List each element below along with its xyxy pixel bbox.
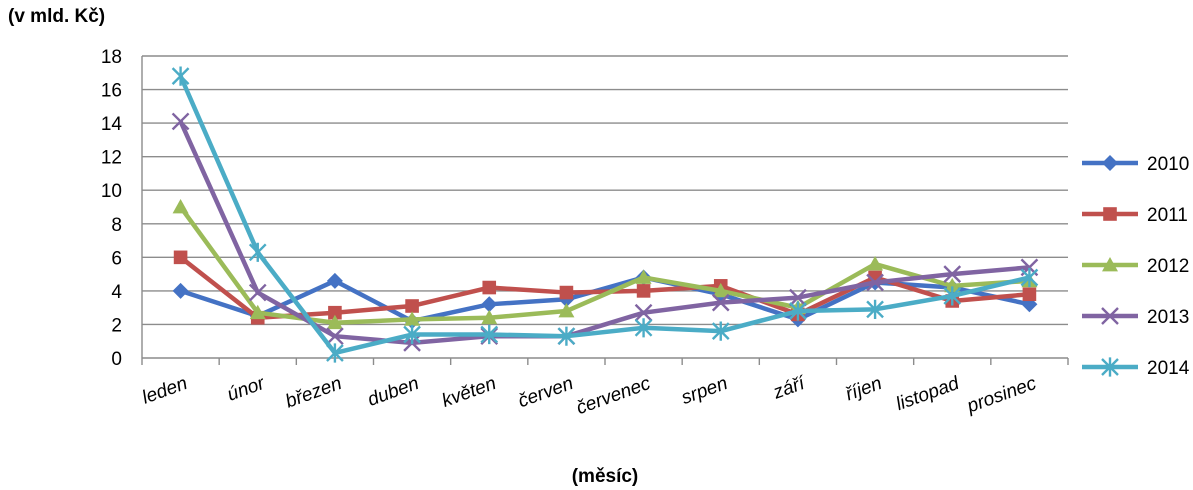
legend-label: 2010	[1147, 154, 1189, 175]
data-point-square	[1022, 287, 1037, 302]
x-tick-label: říjen	[843, 373, 885, 405]
x-tick-label: prosinec	[964, 373, 1040, 418]
data-point-x	[789, 288, 807, 307]
series-line	[178, 205, 1030, 326]
legend-label: 2013	[1147, 307, 1189, 328]
y-tick-label: 4	[111, 282, 122, 303]
data-point-x	[171, 112, 190, 131]
data-point-star	[866, 299, 884, 319]
data-point-square	[636, 284, 651, 298]
legend-label: 2014	[1147, 358, 1190, 379]
series-line	[178, 75, 1030, 356]
y-tick-label: 8	[111, 215, 122, 236]
x-tick-label: únor	[225, 373, 269, 406]
x-axis-title: (měsíc)	[572, 466, 639, 487]
series-2014	[171, 66, 1039, 363]
data-point-star	[480, 324, 499, 345]
data-point-square	[482, 280, 497, 295]
y-tick-label: 0	[111, 349, 122, 370]
data-point-triangle	[712, 282, 729, 298]
x-tick-label: září	[770, 372, 810, 403]
legend-item: 2013	[1082, 307, 1189, 328]
data-point-triangle	[944, 277, 961, 293]
x-tick-label: květen	[439, 373, 499, 412]
series-line	[178, 120, 1030, 346]
y-tick-label: 16	[101, 81, 122, 102]
legend-label: 2012	[1147, 256, 1189, 277]
y-axis-title: (v mld. Kč)	[8, 6, 105, 27]
data-point-star	[711, 321, 730, 341]
data-point-star	[1020, 267, 1039, 288]
legend-item: 2014	[1082, 357, 1190, 379]
data-point-x	[943, 265, 962, 283]
data-point-x	[634, 303, 653, 322]
data-point-triangle	[404, 311, 421, 326]
data-point-star	[326, 343, 344, 363]
data-point-triangle	[867, 256, 884, 271]
data-point-triangle	[558, 303, 575, 318]
data-point-star	[943, 286, 962, 306]
data-point-triangle	[326, 314, 343, 330]
data-point-star	[403, 324, 421, 345]
data-point-square	[173, 250, 188, 265]
y-tick-label: 2	[111, 315, 122, 336]
legend-item: 2011	[1082, 205, 1188, 226]
data-point-x	[866, 273, 884, 292]
data-point-triangle	[481, 309, 498, 325]
data-point-diamond	[326, 272, 343, 289]
data-point-star	[248, 242, 267, 262]
y-tick-label: 10	[101, 181, 122, 202]
y-tick-label: 18	[101, 47, 122, 68]
data-point-star	[789, 301, 807, 321]
x-tick-label: červenec	[574, 373, 654, 419]
legend-label: 2011	[1147, 205, 1188, 226]
y-tick-label: 14	[101, 114, 123, 135]
data-point-x	[711, 293, 730, 312]
data-point-star	[557, 326, 576, 346]
x-tick-label: srpen	[679, 373, 731, 409]
data-point-diamond	[481, 296, 498, 313]
data-point-star	[634, 318, 653, 338]
data-point-diamond	[172, 282, 189, 299]
x-tick-label: červen	[515, 373, 576, 412]
data-point-x	[1101, 307, 1119, 325]
data-point-x	[326, 327, 344, 346]
x-tick-label: listopad	[893, 372, 963, 415]
data-point-x	[248, 283, 267, 302]
legend-item: 2012	[1082, 256, 1189, 277]
data-point-square	[559, 285, 574, 300]
y-tick-label: 12	[101, 148, 122, 169]
data-point-star	[1101, 357, 1119, 377]
series-2013	[171, 112, 1039, 352]
x-tick-label: březen	[283, 373, 345, 413]
data-point-triangle	[1102, 257, 1118, 272]
x-tick-label: leden	[139, 373, 190, 409]
x-tick-label: duben	[365, 373, 422, 411]
data-point-diamond	[1102, 155, 1118, 171]
legend-item: 2010	[1082, 154, 1189, 175]
data-point-triangle	[249, 304, 266, 320]
data-point-triangle	[635, 269, 652, 284]
data-point-square	[328, 305, 342, 320]
data-point-square	[1103, 207, 1117, 221]
data-point-square	[405, 299, 419, 313]
data-point-star	[171, 66, 190, 86]
data-point-triangle	[172, 199, 189, 214]
y-tick-label: 6	[111, 248, 122, 269]
